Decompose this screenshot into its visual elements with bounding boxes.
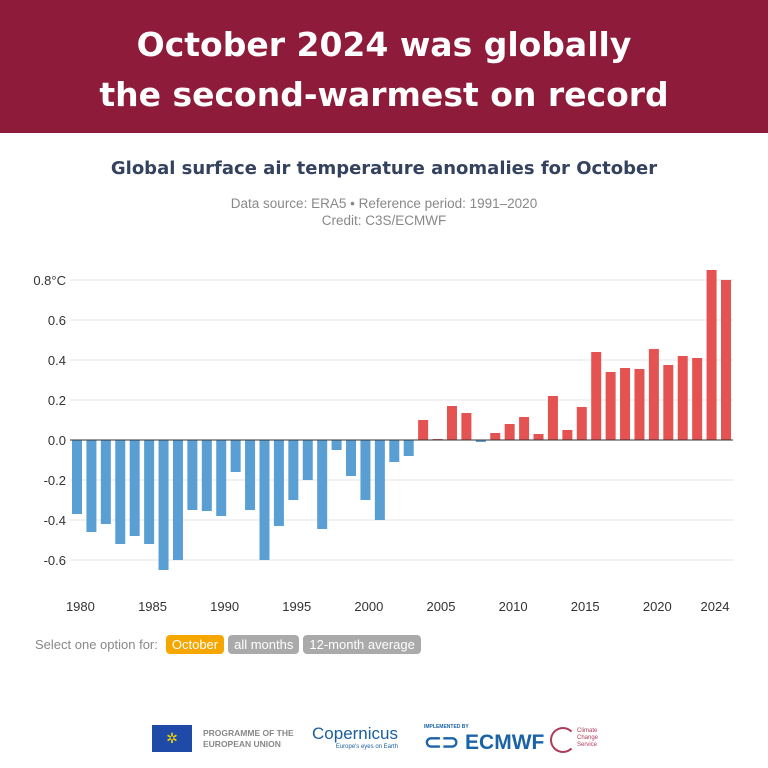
bar-2001 <box>389 440 400 462</box>
bar-2015 <box>591 352 602 440</box>
bar-1980 <box>86 440 97 532</box>
x-tick-label: 1995 <box>282 599 311 614</box>
c3s-logo-text: Climate Change Service <box>577 728 599 748</box>
chart-credit: Credit: C3S/ECMWF <box>321 213 447 228</box>
bar-2019 <box>648 349 659 440</box>
y-tick-label: -0.4 <box>44 513 66 528</box>
bar-1996 <box>317 440 328 529</box>
headline-line-1: October 2024 was globally <box>136 25 632 64</box>
option-all-months[interactable]: all months <box>228 635 300 654</box>
bar-2011 <box>533 434 544 440</box>
bar-2007 <box>475 440 486 442</box>
bar-2006 <box>461 413 472 440</box>
bar-2005 <box>446 406 457 440</box>
x-tick-label: 1985 <box>138 599 167 614</box>
bar-2014 <box>576 407 587 440</box>
y-tick-label: 0.6 <box>48 313 66 328</box>
bar-1985 <box>158 440 169 570</box>
bar-2012 <box>547 396 558 440</box>
bar-2021 <box>677 356 688 440</box>
bar-chart: 0.8°C 0.6 0.4 0.2 0.0 -0.2 -0.4 -0.6 1980 1985 199… <box>33 270 733 614</box>
y-tick-label: -0.6 <box>44 553 66 568</box>
copernicus-logo: Copernicus Europe's eyes on Earth <box>312 724 398 750</box>
bar-2016 <box>605 372 616 440</box>
bar-1992 <box>259 440 270 560</box>
bar-1988 <box>201 440 212 511</box>
bar-1981 <box>100 440 111 524</box>
logo-bar: ✲ PROGRAMME OF THE EUROPEAN UNION Copern… <box>0 722 768 758</box>
bar-2009 <box>504 424 515 440</box>
bar-2022 <box>692 358 703 440</box>
x-tick-label: 1980 <box>66 599 95 614</box>
eu-flag-logo: ✲ <box>152 725 192 752</box>
bar-2017 <box>620 368 631 440</box>
bar-2018 <box>634 369 645 440</box>
x-tick-label: 2020 <box>643 599 672 614</box>
bar-1995 <box>302 440 313 480</box>
bar-2024 <box>721 280 731 440</box>
chart-subtitle: Data source: ERA5 • Reference period: 19… <box>230 196 538 211</box>
x-tick-label: 2010 <box>499 599 528 614</box>
bar-2002 <box>403 440 414 456</box>
bar-2020 <box>663 365 674 440</box>
bar-1991 <box>245 440 256 510</box>
option-october[interactable]: October <box>165 635 225 654</box>
headline-line-2: the second-warmest on record <box>99 75 669 114</box>
bar-2013 <box>562 430 573 440</box>
chart-title: Global surface air temperature anomalies… <box>110 158 658 179</box>
bar-1994 <box>288 440 299 500</box>
ecmwf-logo: IMPLEMENTED BY ⊂⊃ ECMWF <box>424 724 545 754</box>
option-12-month-average[interactable]: 12-month average <box>303 635 421 654</box>
y-tick-label: 0.0 <box>48 433 66 448</box>
bar-1983 <box>129 440 140 536</box>
header-banner: October 2024 was globally the second-war… <box>0 0 768 133</box>
bar-1989 <box>216 440 227 516</box>
bar-1986 <box>172 440 183 560</box>
y-tick-label: 0.2 <box>48 393 66 408</box>
bar-2003 <box>418 420 429 440</box>
bar-1987 <box>187 440 198 510</box>
c3s-logo-icon <box>550 727 576 753</box>
bar-1997 <box>331 440 342 450</box>
eu-programme-text: PROGRAMME OF THE EUROPEAN UNION <box>203 728 294 749</box>
bar-1993 <box>273 440 284 526</box>
bar-1998 <box>346 440 357 476</box>
bar-2000 <box>374 440 385 520</box>
x-tick-label: 2000 <box>354 599 383 614</box>
x-tick-label: 2024 <box>701 599 730 614</box>
x-tick-label: 2015 <box>571 599 600 614</box>
option-label: Select one option for: <box>35 637 158 652</box>
y-tick-label: 0.8°C <box>33 273 66 288</box>
bar-1999 <box>360 440 371 500</box>
option-selector: Select one option for: October all month… <box>35 635 421 654</box>
y-tick-label: 0.4 <box>48 353 66 368</box>
y-tick-label: -0.2 <box>44 473 66 488</box>
x-tick-label: 1990 <box>210 599 239 614</box>
bar-1984 <box>144 440 155 544</box>
bar-2010 <box>519 417 530 440</box>
bar-1990 <box>230 440 241 472</box>
bar-2008 <box>490 433 501 440</box>
x-tick-label: 2005 <box>427 599 456 614</box>
bar-1982 <box>115 440 126 544</box>
bar-1979 <box>72 440 82 514</box>
bar-2023 <box>706 270 717 440</box>
